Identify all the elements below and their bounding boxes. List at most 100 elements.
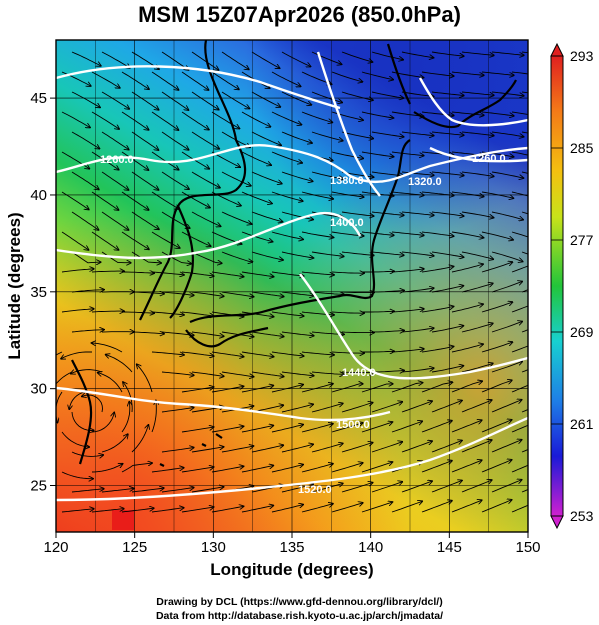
streamline	[121, 111, 149, 130]
streamline	[311, 483, 343, 493]
streamline	[371, 482, 402, 493]
streamline	[361, 502, 392, 513]
streamline	[161, 371, 194, 375]
streamline	[481, 71, 514, 75]
streamline	[131, 251, 161, 263]
streamline	[301, 191, 333, 199]
streamline	[481, 420, 512, 433]
streamline	[91, 464, 123, 473]
streamline	[271, 425, 303, 433]
coastlines	[71, 40, 517, 467]
streamline	[191, 447, 224, 453]
streamline	[181, 111, 209, 130]
streamline	[511, 464, 528, 473]
streamline	[451, 381, 482, 393]
streamline	[391, 269, 424, 273]
streamline	[271, 71, 301, 86]
streamline	[331, 111, 363, 120]
streamline	[71, 369, 103, 374]
streamline	[301, 504, 333, 513]
streamline	[301, 384, 333, 393]
streamline	[521, 289, 528, 293]
streamline	[181, 231, 211, 246]
streamline	[131, 332, 164, 334]
streamline	[521, 369, 528, 373]
streamline	[391, 309, 424, 313]
streamline	[191, 211, 221, 226]
colorbar-label: 293	[570, 48, 594, 64]
streamline	[511, 305, 528, 313]
streamline	[71, 290, 104, 292]
streamline	[401, 211, 434, 215]
streamline	[362, 351, 394, 352]
streamline	[341, 443, 373, 453]
streamline	[251, 91, 280, 107]
streamline	[461, 171, 494, 176]
streamline	[121, 191, 149, 210]
streamline	[71, 51, 101, 66]
streamline	[91, 191, 119, 210]
streamline	[331, 384, 363, 393]
streamline	[281, 171, 313, 181]
streamline	[71, 489, 104, 493]
streamline	[56, 371, 73, 385]
streamline	[391, 349, 424, 353]
contour-labels: 1260.0 1320.0 1380.0 1400.0 1440.0 1500.…	[100, 153, 506, 496]
streamline	[251, 51, 280, 68]
streamline	[431, 91, 464, 96]
streamline	[361, 384, 393, 393]
streamline	[401, 171, 434, 175]
streamline	[161, 91, 188, 110]
streamline	[481, 262, 512, 273]
streamline	[341, 332, 374, 333]
streamline	[131, 292, 164, 294]
x-axis: 120 125 130 135 140 145 150	[43, 532, 541, 556]
streamline	[131, 171, 159, 190]
streamline	[331, 71, 362, 82]
gridlines	[56, 40, 528, 532]
streamline	[481, 342, 512, 353]
streamline	[451, 111, 484, 115]
streamline	[421, 347, 454, 353]
colorbar: 293 285 277 269 261 253	[550, 42, 594, 530]
streamline	[481, 380, 512, 393]
streamline	[151, 401, 156, 433]
streamline	[451, 191, 484, 197]
streamline	[131, 91, 159, 110]
streamline	[491, 251, 523, 262]
streamline	[421, 461, 452, 473]
streamline	[161, 251, 191, 264]
streamline	[361, 71, 393, 80]
streamline	[461, 283, 493, 293]
streamline	[491, 362, 522, 373]
streamline	[91, 413, 114, 433]
x-tick-label: 120	[43, 539, 68, 556]
streamline	[251, 371, 284, 377]
streamline	[191, 51, 219, 70]
streamline	[151, 468, 184, 473]
streamline	[431, 481, 462, 493]
streamline	[341, 211, 374, 216]
streamline	[91, 111, 119, 129]
streamline	[281, 444, 313, 453]
streamline	[61, 509, 94, 513]
streamline	[71, 251, 101, 263]
streamline	[161, 171, 189, 189]
streamline	[61, 151, 89, 169]
streamline	[431, 251, 464, 257]
contour-label: 1500.0	[336, 419, 370, 431]
streamline	[281, 291, 314, 296]
streamline	[461, 480, 492, 493]
streamline	[431, 171, 464, 176]
streamline	[281, 371, 314, 376]
streamline	[281, 404, 313, 413]
streamline	[521, 91, 528, 94]
streamline	[251, 211, 283, 222]
streamline	[431, 401, 462, 413]
streamline	[371, 91, 403, 98]
streamline	[101, 211, 129, 230]
streamline	[161, 448, 194, 453]
streamline	[71, 211, 99, 230]
streamline	[131, 211, 159, 229]
